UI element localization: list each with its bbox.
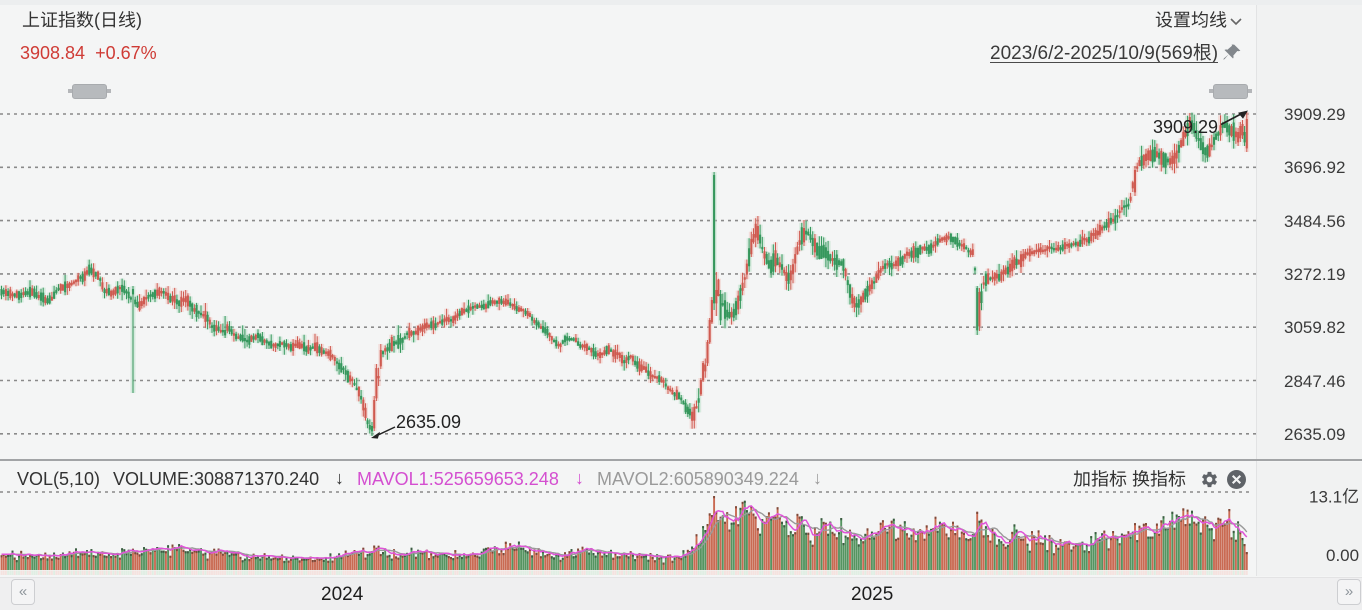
- svg-text:2023/6/2-2025/10/9(569: 2023/6/2-2025/10/9(569: [990, 43, 1193, 64]
- svg-text:): ): [136, 10, 142, 30]
- svg-text:(: (: [94, 10, 100, 30]
- svg-text:): ): [1212, 43, 1218, 64]
- svg-text:13.1: 13.1: [1309, 487, 1342, 506]
